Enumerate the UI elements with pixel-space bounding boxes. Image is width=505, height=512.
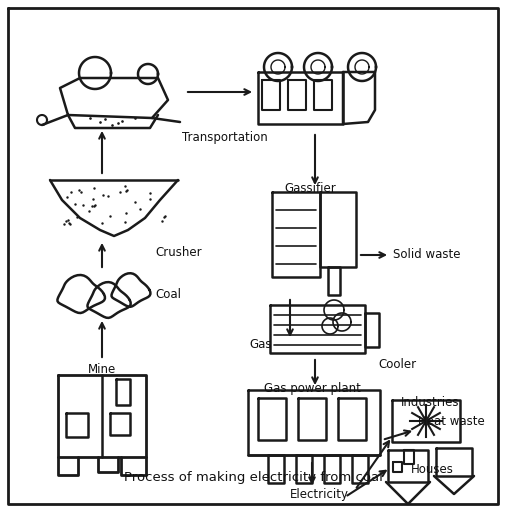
Text: Gas: Gas	[249, 338, 272, 352]
Text: Gassifier: Gassifier	[284, 182, 335, 195]
Text: Solid waste: Solid waste	[392, 248, 460, 262]
Text: Gas power plant: Gas power plant	[263, 382, 360, 395]
Text: Cooler: Cooler	[377, 358, 415, 371]
Text: Houses: Houses	[410, 463, 452, 476]
Text: Mine: Mine	[88, 363, 116, 376]
Text: Process of making electricity from coal: Process of making electricity from coal	[123, 472, 382, 484]
Text: Heat waste: Heat waste	[417, 416, 484, 429]
Text: Electricity: Electricity	[289, 488, 348, 501]
Text: Coal: Coal	[155, 288, 181, 302]
Text: Crusher: Crusher	[155, 245, 201, 259]
Text: Industries: Industries	[400, 396, 459, 409]
Text: Transportation: Transportation	[182, 131, 267, 143]
